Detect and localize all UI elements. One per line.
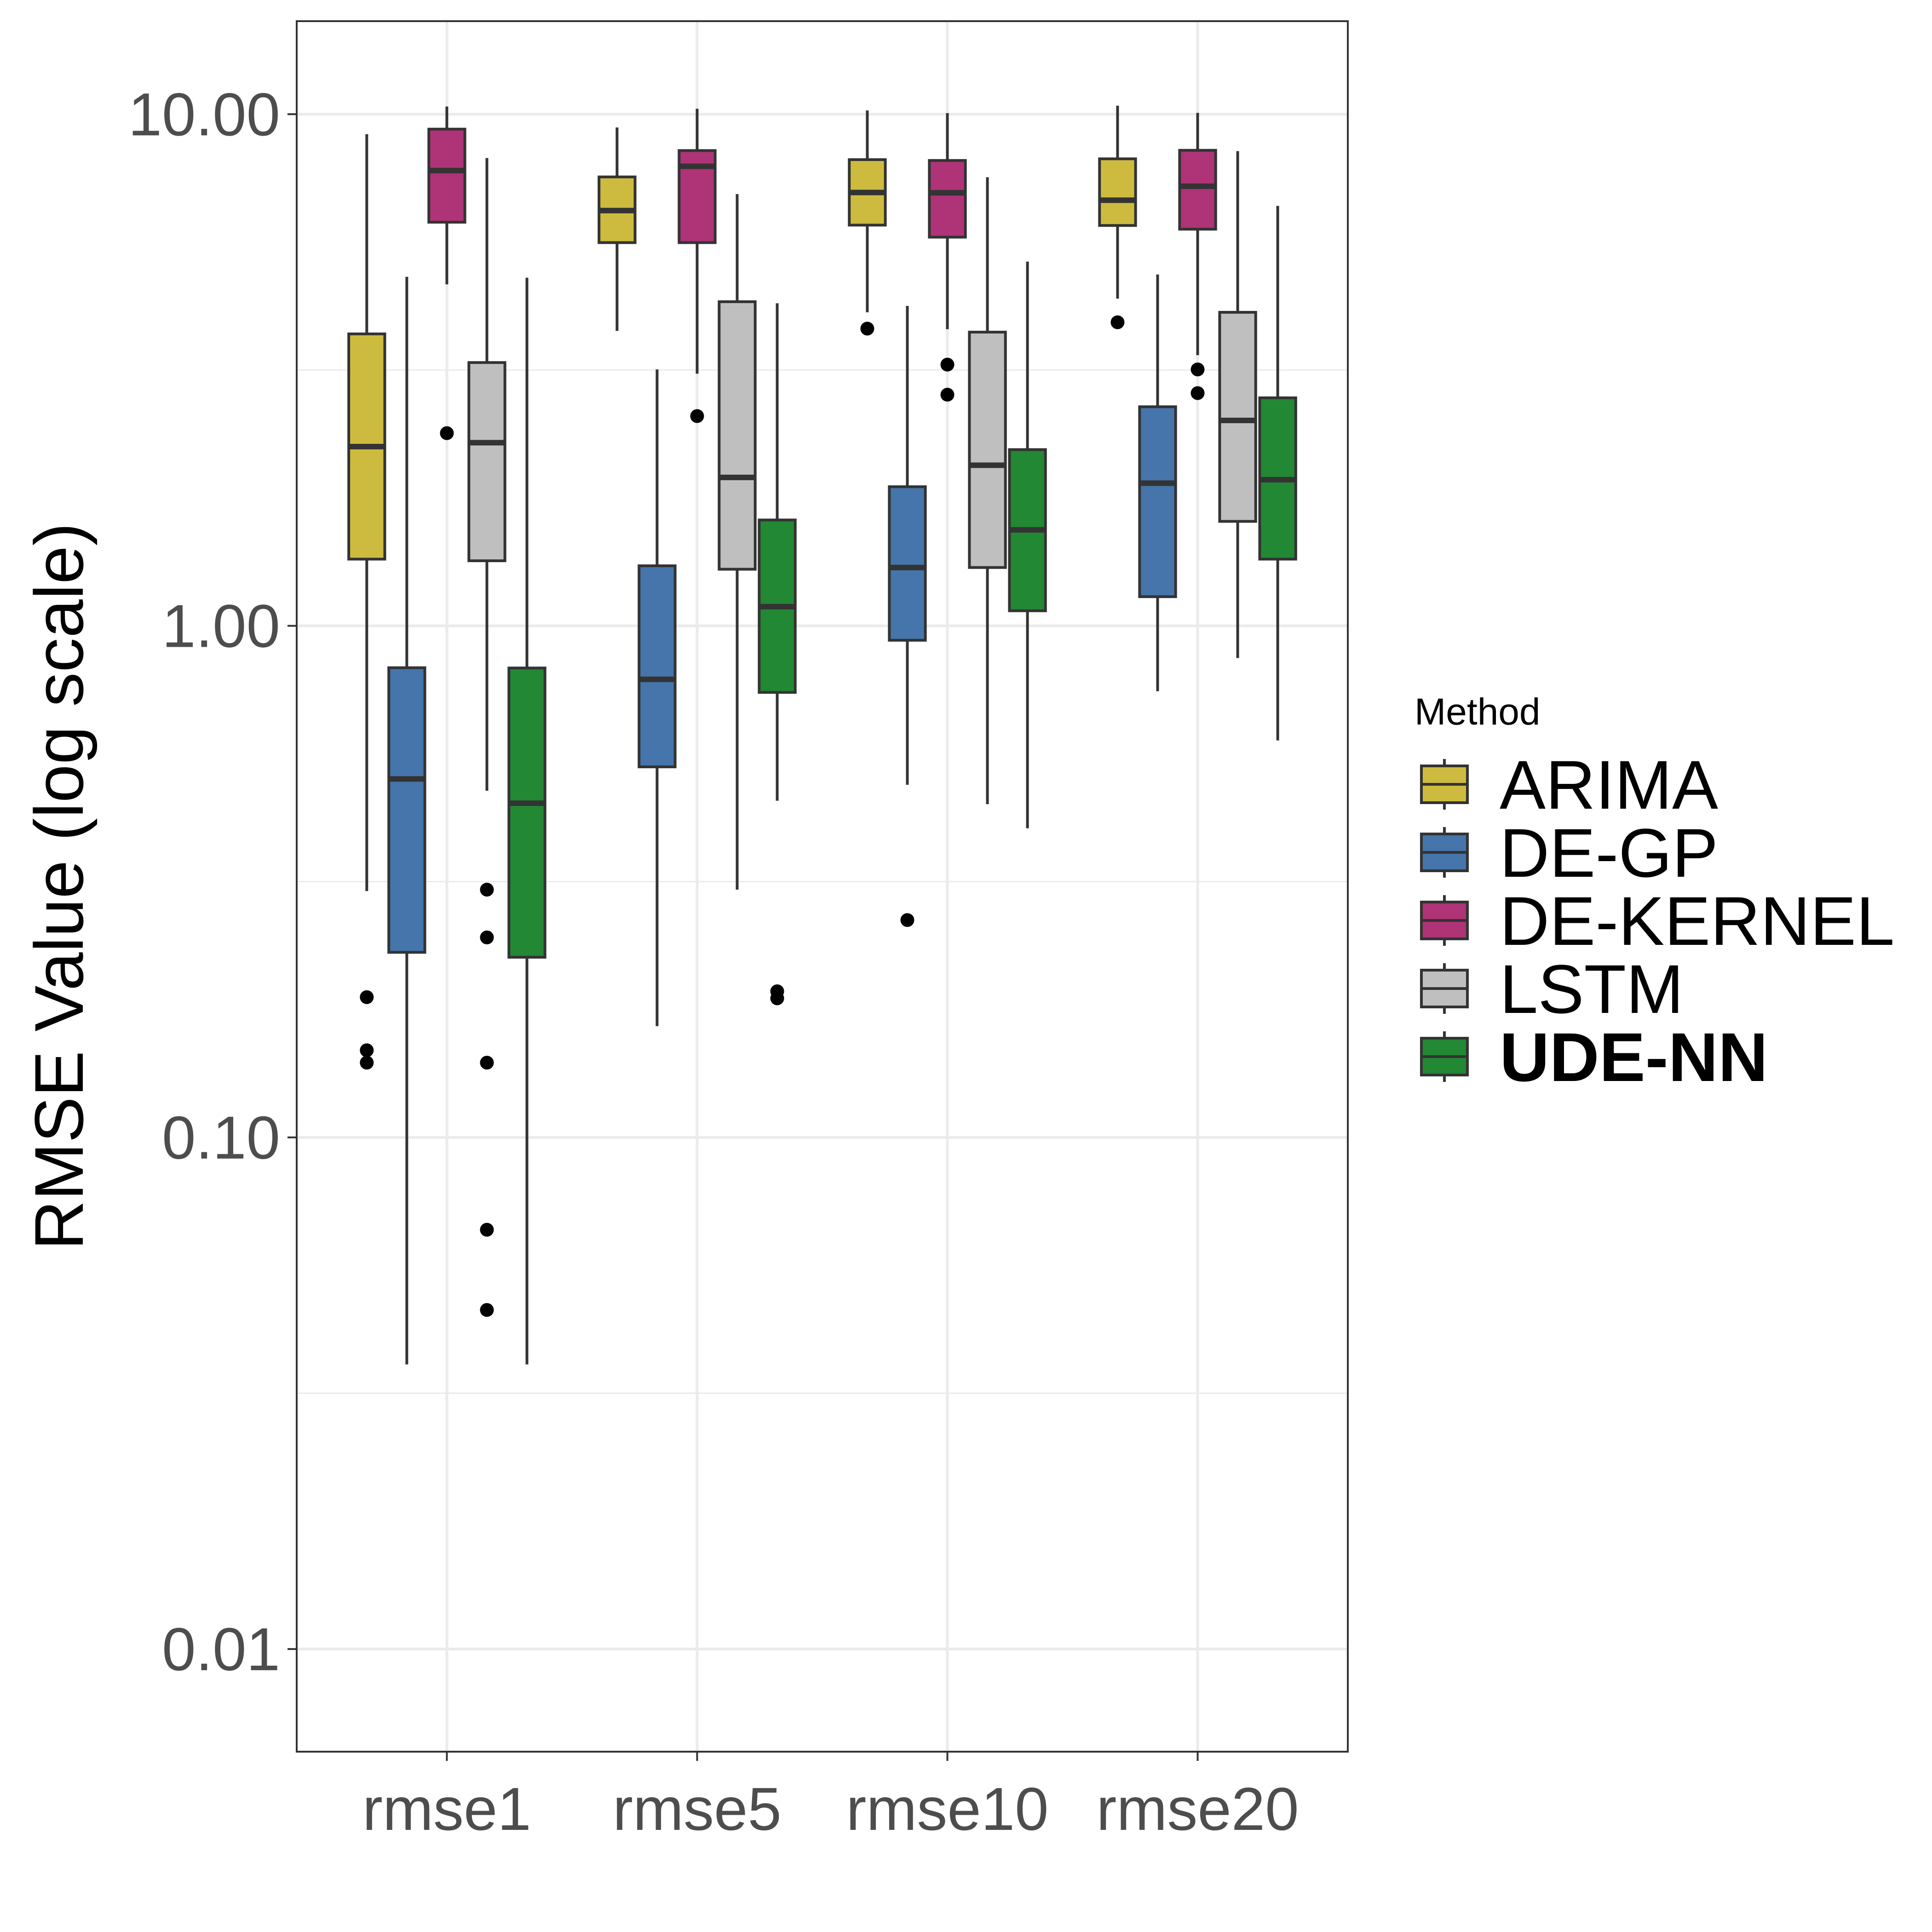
- box-body: [387, 666, 426, 954]
- box-ude-nn-rmse20: [1258, 206, 1297, 741]
- box-lstm-rmse1: [467, 158, 506, 1317]
- box-de-kernel-rmse10: [928, 113, 967, 402]
- box-body: [427, 127, 466, 224]
- legend-title: Method: [1414, 691, 1541, 733]
- box-de-gp-rmse5: [638, 369, 677, 1026]
- y-tick-label: 1.00: [162, 592, 280, 660]
- outlier-point: [480, 930, 494, 944]
- series-arima: [347, 105, 1137, 1070]
- legend-key-de-gp: [1420, 827, 1469, 878]
- legend-key-de-kernel: [1420, 895, 1469, 946]
- y-axis-title: RMSE Value (log scale): [20, 523, 98, 1250]
- box-ude-nn-rmse5: [758, 303, 797, 1006]
- outlier-point: [770, 991, 784, 1006]
- outlier-point: [1190, 386, 1205, 400]
- legend-key-arima: [1420, 759, 1469, 810]
- x-tick-label: rmse20: [1096, 1775, 1299, 1843]
- box-arima-rmse20: [1098, 105, 1137, 329]
- outlier-point: [360, 1043, 374, 1058]
- outlier-point: [440, 426, 454, 440]
- box-body: [507, 667, 546, 959]
- outlier-point: [690, 409, 704, 423]
- outlier-point: [940, 387, 954, 402]
- series-de-kernel: [427, 106, 1217, 440]
- box-body: [888, 485, 927, 642]
- box-de-gp-rmse1: [387, 276, 426, 1365]
- outlier-point: [360, 990, 374, 1004]
- legend-label: ARIMA: [1500, 746, 1718, 823]
- box-body: [467, 361, 506, 563]
- box-lstm-rmse10: [968, 177, 1007, 805]
- series-ude-nn: [507, 206, 1297, 1365]
- outlier-point: [860, 322, 874, 336]
- box-body: [968, 331, 1007, 569]
- y-tick-label: 0.01: [162, 1616, 280, 1683]
- outlier-point: [480, 1056, 494, 1070]
- outlier-point: [480, 1303, 494, 1317]
- box-body: [1138, 405, 1177, 598]
- x-tick-label: rmse5: [613, 1775, 782, 1843]
- box-layer: [347, 105, 1297, 1365]
- y-tick-label: 10.00: [128, 80, 280, 148]
- outlier-point: [900, 913, 914, 927]
- box-lstm-rmse5: [718, 194, 757, 890]
- series-de-gp: [387, 274, 1177, 1365]
- legend-label: DE-KERNEL: [1500, 882, 1895, 960]
- box-ude-nn-rmse10: [1008, 261, 1047, 828]
- box-de-kernel-rmse5: [678, 109, 717, 423]
- box-arima-rmse10: [848, 110, 887, 336]
- box-body: [1218, 310, 1257, 523]
- box-body: [638, 564, 677, 769]
- legend-key-lstm: [1420, 963, 1469, 1014]
- x-tick-label: rmse1: [362, 1775, 531, 1843]
- legend-label: LSTM: [1500, 950, 1684, 1028]
- box-arima-rmse5: [598, 127, 637, 331]
- outlier-point: [1190, 362, 1205, 377]
- box-body: [928, 159, 967, 239]
- y-tick-label: 0.10: [162, 1104, 280, 1172]
- y-axis: 0.01 0.10 1.00 10.00: [128, 80, 297, 1683]
- box-body: [1098, 157, 1137, 227]
- outlier-point: [480, 1223, 494, 1237]
- box-ude-nn-rmse1: [507, 277, 546, 1365]
- box-body: [1178, 149, 1217, 231]
- x-tick-label: rmse10: [846, 1775, 1048, 1843]
- outlier-point: [480, 882, 494, 897]
- x-axis: rmse1 rmse5 rmse10 rmse20: [362, 1752, 1299, 1843]
- box-arima-rmse1: [347, 134, 386, 1070]
- legend-label: UDE-NN: [1500, 1018, 1768, 1096]
- box-de-gp-rmse10: [888, 305, 927, 927]
- series-lstm: [467, 151, 1257, 1317]
- legend-label: DE-GP: [1500, 814, 1718, 891]
- box-de-gp-rmse20: [1138, 274, 1177, 691]
- box-lstm-rmse20: [1218, 151, 1257, 658]
- outlier-point: [940, 357, 954, 372]
- outlier-point: [360, 1056, 374, 1070]
- legend-key-ude-nn: [1420, 1031, 1469, 1082]
- plot-panel-border: [296, 20, 1349, 1753]
- outlier-point: [1110, 315, 1125, 329]
- box-body: [718, 300, 757, 571]
- box-de-kernel-rmse20: [1178, 113, 1217, 400]
- box-de-kernel-rmse1: [427, 106, 466, 440]
